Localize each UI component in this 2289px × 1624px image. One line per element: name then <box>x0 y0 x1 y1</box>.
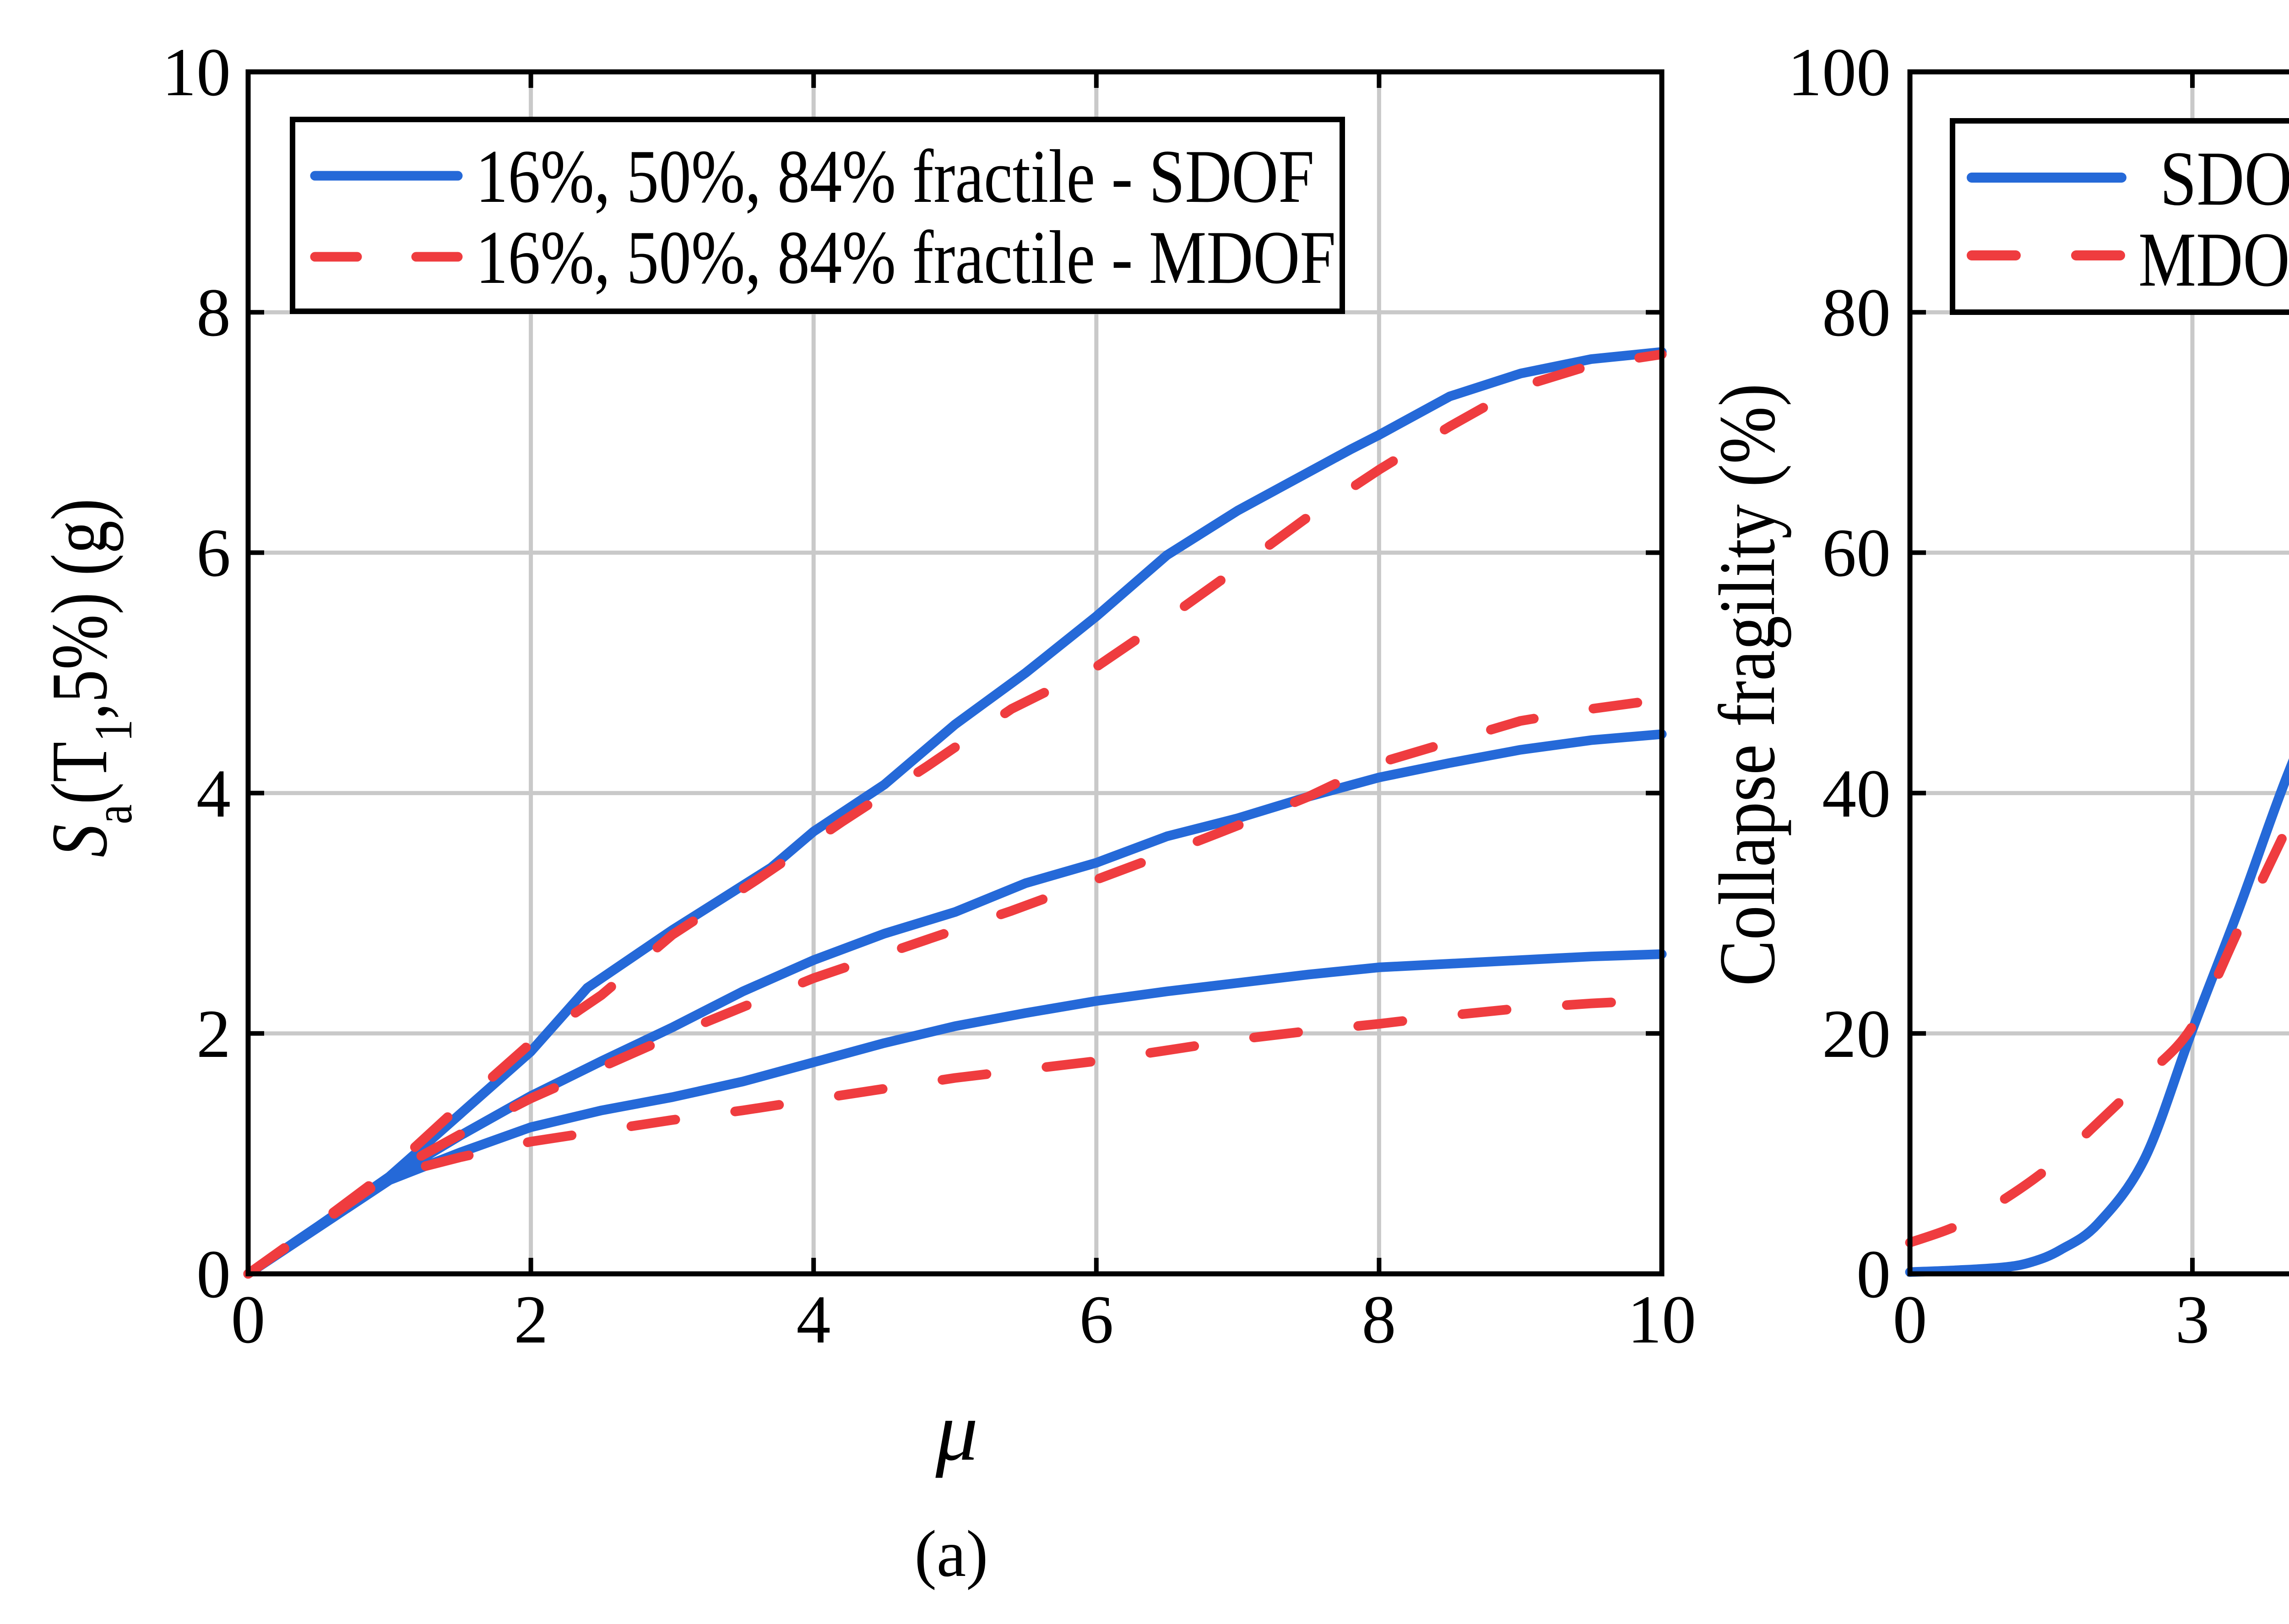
svg-text:3: 3 <box>2175 1282 2210 1358</box>
svg-text:16%, 50%, 84% fractile - SDOF: 16%, 50%, 84% fractile - SDOF <box>476 135 1314 219</box>
svg-text:80: 80 <box>1822 275 1891 351</box>
svg-text:2: 2 <box>514 1282 548 1358</box>
svg-text:2: 2 <box>196 996 231 1072</box>
svg-text:6: 6 <box>1079 1282 1114 1358</box>
svg-text:8: 8 <box>196 275 231 351</box>
svg-text:(a): (a) <box>915 1517 988 1591</box>
svg-text:0: 0 <box>1893 1282 1927 1358</box>
svg-text:Sa(T1,5%) (g): Sa(T1,5%) (g) <box>35 498 143 857</box>
svg-text:40: 40 <box>1822 756 1891 832</box>
svg-text:100: 100 <box>1788 34 1891 110</box>
svg-text:0: 0 <box>196 1236 231 1312</box>
svg-text:Collapse fragility (%): Collapse fragility (%) <box>1703 384 1792 986</box>
svg-text:20: 20 <box>1822 996 1891 1072</box>
svg-text:0: 0 <box>1856 1236 1891 1312</box>
svg-text:μ: μ <box>935 1385 978 1478</box>
svg-text:10: 10 <box>1627 1282 1696 1358</box>
svg-text:60: 60 <box>1822 515 1891 591</box>
svg-text:SDOF: SDOF <box>2160 135 2289 222</box>
svg-text:10: 10 <box>162 34 231 110</box>
svg-text:8: 8 <box>1362 1282 1396 1358</box>
svg-text:MDOF: MDOF <box>2138 217 2289 303</box>
svg-text:4: 4 <box>797 1282 831 1358</box>
svg-text:16%, 50%, 84% fractile - MDOF: 16%, 50%, 84% fractile - MDOF <box>476 216 1336 300</box>
svg-text:6: 6 <box>196 515 231 591</box>
svg-text:4: 4 <box>196 756 231 832</box>
svg-text:0: 0 <box>231 1282 266 1358</box>
